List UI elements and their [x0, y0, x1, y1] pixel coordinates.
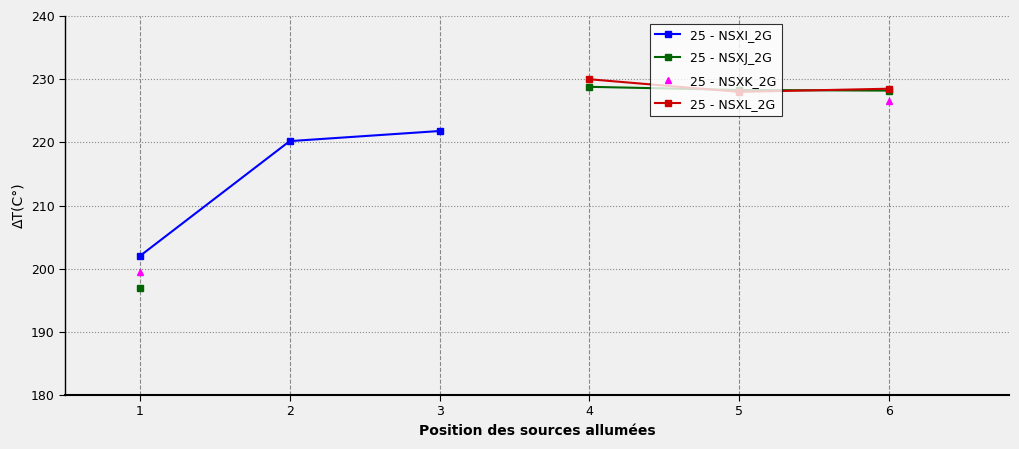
25 - NSXI_2G	[433, 128, 445, 134]
Line: 25 - NSXJ_2G: 25 - NSXJ_2G	[585, 84, 892, 94]
25 - NSXL_2G	[882, 86, 895, 92]
Legend: 25 - NSXI_2G, 25 - NSXJ_2G, 25 - NSXK_2G, 25 - NSXL_2G: 25 - NSXI_2G, 25 - NSXJ_2G, 25 - NSXK_2G…	[649, 24, 781, 116]
Y-axis label: ΔT(C°): ΔT(C°)	[11, 183, 25, 229]
25 - NSXL_2G	[583, 76, 595, 82]
25 - NSXJ_2G	[882, 88, 895, 93]
Line: 25 - NSXL_2G: 25 - NSXL_2G	[585, 76, 892, 95]
25 - NSXJ_2G	[733, 87, 745, 92]
25 - NSXI_2G	[133, 253, 146, 259]
Line: 25 - NSXI_2G: 25 - NSXI_2G	[137, 128, 442, 260]
25 - NSXJ_2G	[583, 84, 595, 89]
25 - NSXI_2G	[283, 138, 296, 144]
25 - NSXL_2G	[733, 89, 745, 95]
X-axis label: Position des sources allumées: Position des sources allumées	[418, 424, 654, 438]
